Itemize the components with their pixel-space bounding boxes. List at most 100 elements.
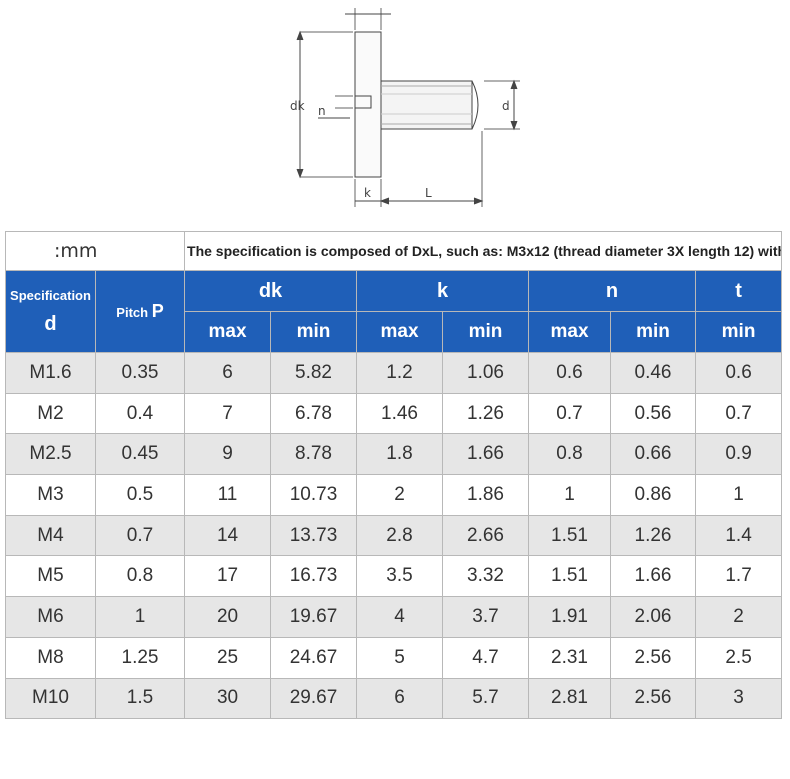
header-dk-min: min — [270, 311, 358, 353]
cell-dk-min: 13.73 — [270, 514, 358, 557]
header-row-sub: max min max min max min min — [6, 311, 783, 353]
cell-t-min: 0.7 — [695, 392, 783, 435]
shank-end — [471, 80, 479, 130]
spec-note: The specification is composed of DxL, su… — [184, 231, 783, 271]
table-row: M2 0.4 7 6.78 1.46 1.26 0.7 0.56 0.7 — [5, 392, 783, 435]
cell-n-max: 2.81 — [528, 677, 612, 720]
cell-k-min: 3.32 — [442, 555, 530, 598]
cell-k-min: 1.06 — [442, 352, 530, 394]
cell-t-min: 2.5 — [695, 636, 783, 679]
cell-k-max: 5 — [356, 636, 444, 679]
cell-t-min: 3 — [695, 677, 783, 720]
cell-k-min: 1.26 — [442, 392, 530, 435]
header-k-min: min — [442, 311, 530, 353]
header-n: n — [528, 270, 697, 312]
cell-spec: M6 — [5, 596, 96, 638]
cell-spec: M4 — [5, 514, 96, 557]
cell-dk-max: 7 — [184, 392, 272, 435]
cell-k-max: 6 — [356, 677, 444, 720]
cell-k-min: 1.66 — [442, 433, 530, 476]
cell-dk-max: 25 — [184, 636, 272, 679]
cell-spec: M10 — [5, 677, 96, 720]
table-row: M6 1 20 19.67 4 3.7 1.91 2.06 2 — [5, 596, 783, 638]
cell-n-max: 0.6 — [528, 352, 612, 394]
cell-k-min: 1.86 — [442, 474, 530, 516]
label-d: d — [502, 99, 510, 113]
cell-pitch: 1.25 — [94, 636, 186, 679]
cell-n-min: 0.66 — [610, 433, 697, 476]
cell-k-min: 4.7 — [442, 636, 530, 679]
unit-note-row: :mm The specification is composed of DxL… — [4, 231, 783, 271]
cell-t-min: 0.6 — [695, 352, 783, 394]
slot-outline — [355, 95, 372, 109]
cell-t-min: 0.9 — [695, 433, 783, 476]
cell-dk-max: 20 — [184, 596, 272, 638]
cell-k-max: 4 — [356, 596, 444, 638]
cell-spec: M2 — [5, 392, 96, 435]
cell-dk-min: 19.67 — [270, 596, 358, 638]
unit-label: :mm — [4, 231, 186, 271]
cell-dk-min: 8.78 — [270, 433, 358, 476]
cell-n-min: 0.86 — [610, 474, 697, 516]
cell-n-max: 0.7 — [528, 392, 612, 435]
cell-spec: M8 — [5, 636, 96, 679]
cell-n-max: 1 — [528, 474, 612, 516]
cell-pitch: 1 — [94, 596, 186, 638]
cell-t-min: 1.4 — [695, 514, 783, 557]
cell-k-max: 2.8 — [356, 514, 444, 557]
cell-k-max: 2 — [356, 474, 444, 516]
cell-k-max: 1.2 — [356, 352, 444, 394]
cell-t-min: 1.7 — [695, 555, 783, 598]
cell-k-min: 3.7 — [442, 596, 530, 638]
table-row: M4 0.7 14 13.73 2.8 2.66 1.51 1.26 1.4 — [5, 514, 783, 557]
cell-dk-min: 16.73 — [270, 555, 358, 598]
label-L: L — [425, 186, 432, 200]
cell-n-min: 1.26 — [610, 514, 697, 557]
cell-n-max: 1.91 — [528, 596, 612, 638]
header-pitch: Pitch P — [94, 270, 186, 353]
cell-dk-min: 10.73 — [270, 474, 358, 516]
cell-pitch: 0.5 — [94, 474, 186, 516]
cell-spec: M5 — [5, 555, 96, 598]
cell-pitch: 0.45 — [94, 433, 186, 476]
cell-n-min: 1.66 — [610, 555, 697, 598]
header-k-max: max — [356, 311, 444, 353]
header-row-groups: Specification d Pitch P dk k n t — [5, 270, 783, 353]
table-row: M5 0.8 17 16.73 3.5 3.32 1.51 1.66 1.7 — [5, 555, 783, 598]
table-body: M1.6 0.35 6 5.82 1.2 1.06 0.6 0.46 0.6 M2 0.4 7 6.78… — [5, 352, 783, 720]
table-row: M10 1.5 30 29.67 6 5.7 2.81 2.56 3 — [5, 677, 783, 720]
cell-t-min: 2 — [695, 596, 783, 638]
cell-pitch: 0.8 — [94, 555, 186, 598]
cell-n-max: 1.51 — [528, 555, 612, 598]
cell-dk-min: 6.78 — [270, 392, 358, 435]
cell-spec: M1.6 — [5, 352, 96, 394]
header-n-min: min — [610, 311, 697, 353]
cell-pitch: 0.4 — [94, 392, 186, 435]
screw-head-outline — [354, 31, 382, 178]
table-row: M3 0.5 11 10.73 2 1.86 1 0.86 1 — [5, 474, 783, 516]
header-n-max: max — [528, 311, 612, 353]
table-row: M1.6 0.35 6 5.82 1.2 1.06 0.6 0.46 0.6 — [5, 352, 783, 394]
cell-k-max: 1.8 — [356, 433, 444, 476]
cell-dk-max: 30 — [184, 677, 272, 720]
label-k: k — [364, 186, 371, 200]
screw-diagram: dk n d k L — [290, 8, 520, 207]
cell-n-max: 2.31 — [528, 636, 612, 679]
header-t-min: min — [695, 311, 783, 353]
cell-n-min: 2.06 — [610, 596, 697, 638]
cell-k-min: 2.66 — [442, 514, 530, 557]
cell-n-max: 0.8 — [528, 433, 612, 476]
label-dk: dk — [290, 99, 305, 113]
cell-n-min: 2.56 — [610, 636, 697, 679]
header-k: k — [356, 270, 530, 312]
cell-spec: M3 — [5, 474, 96, 516]
header-t: t — [695, 270, 783, 312]
cell-pitch: 0.7 — [94, 514, 186, 557]
header-dk: dk — [184, 270, 358, 312]
cell-dk-max: 14 — [184, 514, 272, 557]
cell-dk-min: 29.67 — [270, 677, 358, 720]
cell-dk-min: 5.82 — [270, 352, 358, 394]
cell-t-min: 1 — [695, 474, 783, 516]
table-row: M2.5 0.45 9 8.78 1.8 1.66 0.8 0.66 0.9 — [5, 433, 783, 476]
cell-pitch: 1.5 — [94, 677, 186, 720]
